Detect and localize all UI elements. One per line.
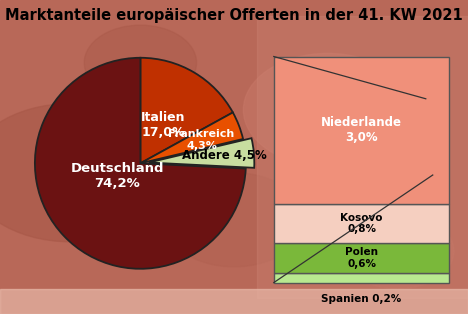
Text: Kosovo
0,8%: Kosovo 0,8%	[340, 213, 383, 235]
Circle shape	[243, 53, 412, 166]
Text: Deutschland
74,2%: Deutschland 74,2%	[71, 162, 164, 190]
Text: Polen
0,6%: Polen 0,6%	[345, 247, 378, 269]
Text: Andere 4,5%: Andere 4,5%	[182, 149, 267, 162]
Text: Italien
17,0%: Italien 17,0%	[141, 111, 185, 139]
Bar	[0, 289, 468, 314]
FancyBboxPatch shape	[274, 243, 449, 273]
FancyBboxPatch shape	[274, 57, 449, 204]
FancyBboxPatch shape	[274, 204, 449, 243]
Circle shape	[0, 104, 173, 242]
Text: Niederlande
3,0%: Niederlande 3,0%	[321, 116, 402, 144]
Circle shape	[164, 173, 304, 267]
Wedge shape	[35, 58, 246, 269]
Text: Frankreich
4,3%: Frankreich 4,3%	[168, 129, 234, 151]
Wedge shape	[140, 58, 233, 163]
Text: Marktanteile europäischer Offerten in der 41. KW 2021: Marktanteile europäischer Offerten in de…	[5, 8, 463, 23]
Circle shape	[342, 214, 454, 289]
FancyBboxPatch shape	[274, 273, 449, 283]
Wedge shape	[149, 138, 254, 168]
Circle shape	[84, 25, 197, 100]
Text: Spanien 0,2%: Spanien 0,2%	[322, 294, 402, 304]
Bar	[257, 16, 468, 298]
Wedge shape	[140, 112, 243, 163]
